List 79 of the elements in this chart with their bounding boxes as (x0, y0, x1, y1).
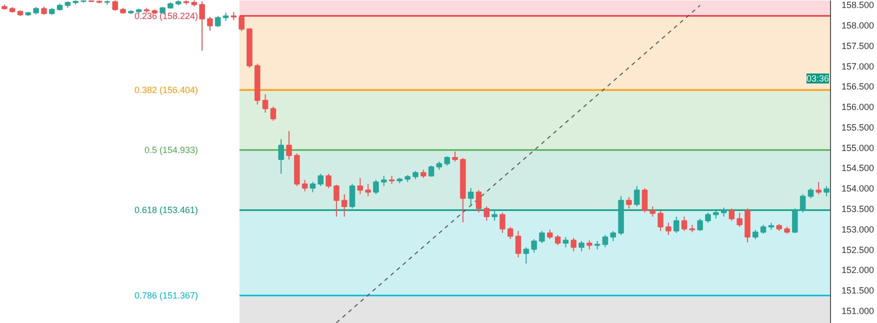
ref-line-label: 0.786 (151.367) (134, 290, 198, 300)
candlestick (610, 230, 616, 242)
ref-line-label: 0.5 (154.933) (144, 145, 198, 156)
candlestick (824, 186, 830, 197)
ref-line-label: 0.236 (158.224) (134, 10, 198, 21)
candlestick (578, 240, 584, 252)
y-tick-label: 153.500 (842, 204, 874, 214)
candlestick (334, 184, 340, 218)
candlestick (808, 188, 814, 199)
candlestick (357, 177, 364, 195)
y-tick-label: 157.500 (842, 40, 874, 51)
candlestick (326, 173, 332, 189)
candlestick (626, 196, 632, 209)
candlestick (468, 188, 474, 207)
y-tick-label: 151.500 (842, 286, 874, 296)
candlestick (539, 230, 545, 244)
candlestick (634, 186, 640, 207)
candlestick (602, 234, 608, 248)
candlestick (547, 229, 553, 240)
candlestick (207, 16, 213, 32)
y-tick-label: 151.000 (842, 306, 874, 316)
candlestick (728, 208, 735, 222)
candlestick (112, 0, 118, 12)
candlestick (278, 138, 284, 174)
y-tick-label: 155.000 (842, 142, 874, 153)
y-tick-label: 154.000 (842, 184, 874, 194)
candlestick (531, 238, 537, 254)
candlestick (752, 229, 758, 240)
candlestick (642, 188, 648, 214)
candlestick (507, 226, 514, 240)
candlestick (658, 210, 664, 232)
candlestick (650, 206, 656, 218)
y-tick-label: 157.000 (842, 61, 874, 72)
candlestick (484, 206, 490, 222)
candlestick (286, 130, 292, 160)
candlestick (673, 216, 680, 234)
candlestick (492, 210, 498, 222)
y-tick-label: 153.000 (842, 224, 874, 234)
candlestick (705, 212, 711, 224)
candlestick (349, 184, 356, 209)
candlestick (697, 218, 703, 232)
candlestick (381, 175, 387, 187)
y-tick-label: 156.500 (842, 82, 874, 92)
y-tick-label: 152.500 (842, 244, 874, 255)
candlestick (476, 190, 482, 214)
candlestick (515, 230, 522, 258)
candlestick (554, 234, 561, 246)
candlestick (500, 212, 506, 234)
y-tick-label: 154.500 (842, 163, 874, 174)
candlestick (792, 208, 798, 234)
candlestick (302, 179, 308, 192)
candlestick (452, 150, 458, 162)
candlestick (444, 156, 450, 166)
candlestick (365, 184, 371, 197)
y-tick-label: 156.000 (842, 102, 874, 112)
y-tick-label: 155.500 (842, 122, 874, 132)
ref-line-label: 0.382 (156.404) (134, 85, 198, 96)
candlestick (523, 246, 530, 264)
candlestick (215, 15, 221, 28)
candlestick (270, 106, 276, 122)
candlestick (562, 236, 569, 248)
candlestick (310, 181, 316, 193)
candlestick (800, 194, 806, 214)
candlestick (373, 179, 379, 195)
y-tick-label: 158.500 (842, 0, 874, 10)
candlestick (262, 94, 268, 114)
candlestick (681, 216, 688, 232)
candlestick (816, 181, 822, 195)
y-tick-label: 158.000 (842, 20, 874, 30)
candlestick (199, 0, 205, 52)
y-tick-label: 152.000 (842, 265, 874, 276)
candlestick (570, 237, 576, 252)
candlestick (318, 173, 324, 187)
candlestick (666, 222, 672, 236)
annotation: 03:36 (806, 74, 830, 84)
ref-line-label: 0.618 (153.461) (134, 205, 198, 216)
candlestick (238, 14, 244, 32)
candlestick (736, 212, 742, 228)
candlestick (341, 194, 348, 218)
